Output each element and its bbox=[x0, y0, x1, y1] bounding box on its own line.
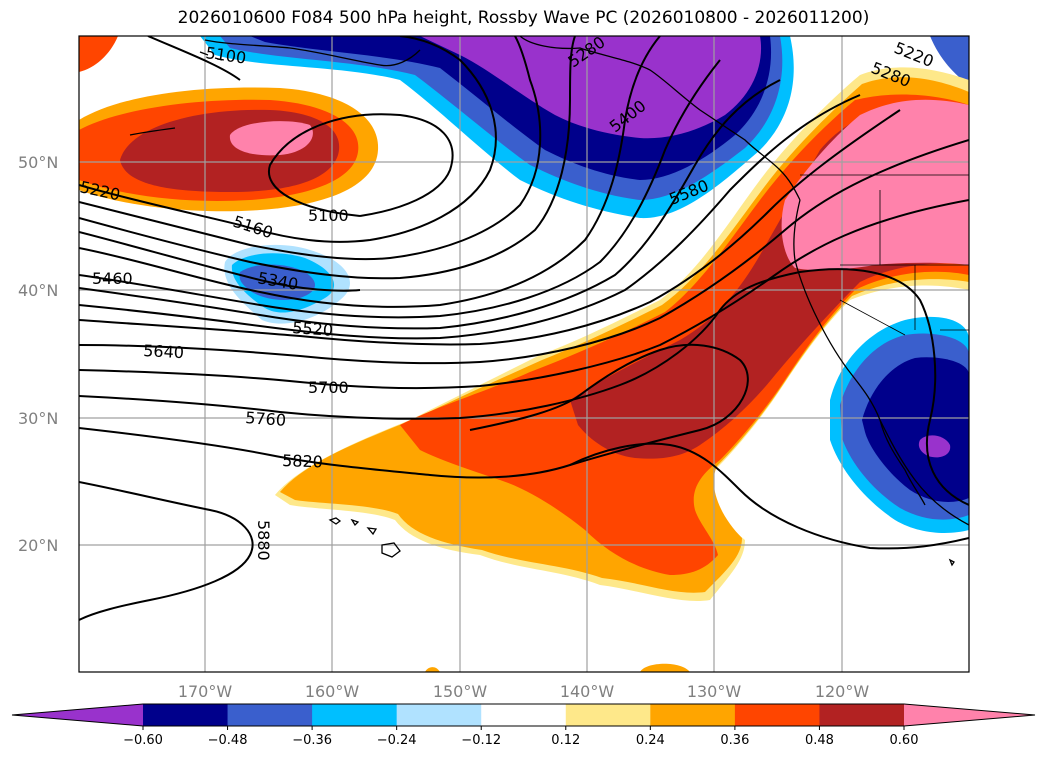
colorbar: −0.60 −0.48 −0.36 −0.24 −0.12 0.12 0.24 0.36 0.4… bbox=[11, 703, 1036, 748]
contour-label: 5880 bbox=[254, 520, 273, 561]
colorbar-segment bbox=[143, 704, 229, 726]
contour-label: 5520 bbox=[292, 318, 334, 340]
lon-label: 120°W bbox=[815, 682, 870, 701]
contour-5700 bbox=[79, 199, 969, 390]
colorbar-tick-label: −0.60 bbox=[123, 733, 163, 748]
colorbar-segment bbox=[650, 704, 736, 726]
contour-5880 bbox=[569, 442, 969, 550]
contour-5340 bbox=[79, 231, 361, 292]
colorbar-tick-label: 0.36 bbox=[720, 733, 749, 748]
colorbar-segment bbox=[227, 704, 313, 726]
colorbar-tick-label: −0.24 bbox=[377, 733, 417, 748]
contour-5280 bbox=[79, 36, 576, 280]
contour-5520 bbox=[79, 94, 861, 340]
contour-5220 bbox=[79, 36, 542, 261]
lon-label: 150°W bbox=[433, 682, 488, 701]
colorbar-extend-high bbox=[904, 704, 1035, 726]
latitude-labels: 50°N 40°N 30°N 20°N bbox=[18, 153, 58, 555]
map-frame bbox=[78, 35, 970, 673]
contour-5460 bbox=[79, 59, 721, 319]
colorbar-tick-label: −0.48 bbox=[208, 733, 248, 748]
colorbar-segment bbox=[734, 704, 820, 726]
colorbar-extend-low bbox=[12, 704, 143, 726]
map-title: 2026010600 F084 500 hPa height, Rossby W… bbox=[177, 8, 870, 28]
colorbar-segment bbox=[396, 704, 482, 726]
contour-label: 5760 bbox=[245, 408, 287, 430]
colorbar-segment bbox=[819, 704, 905, 726]
colorbar-tick-label: 0.48 bbox=[805, 733, 834, 748]
colorbar-tick-label: −0.12 bbox=[461, 733, 501, 748]
contour-label: 5460 bbox=[92, 269, 133, 288]
colorbar-tick-label: −0.36 bbox=[292, 733, 332, 748]
lat-label: 40°N bbox=[18, 281, 58, 300]
contour-5100-outer bbox=[147, 36, 454, 217]
contour-label: 5820 bbox=[282, 451, 323, 471]
colorbar-segment bbox=[565, 704, 651, 726]
longitude-labels: 170°W 160°W 150°W 140°W 130°W 120°W bbox=[178, 682, 870, 701]
colorbar-segment bbox=[481, 704, 567, 726]
contour-5820 bbox=[79, 343, 749, 479]
lon-label: 130°W bbox=[687, 682, 742, 701]
height-contours bbox=[79, 36, 969, 621]
lat-label: 30°N bbox=[18, 409, 58, 428]
colorbar-segment bbox=[312, 704, 398, 726]
lat-label: 50°N bbox=[18, 153, 58, 172]
colorbar-tick-label: 0.24 bbox=[636, 733, 665, 748]
lon-label: 160°W bbox=[305, 682, 360, 701]
lat-label: 20°N bbox=[18, 536, 58, 555]
colorbar-tick-label: 0.12 bbox=[551, 733, 580, 748]
contour-label: 5640 bbox=[143, 341, 185, 362]
contour-label: 5100 bbox=[308, 206, 349, 225]
colorbar-tick-label: 0.60 bbox=[890, 733, 919, 748]
contour-5760 bbox=[79, 268, 969, 506]
contour-5400 bbox=[79, 36, 661, 308]
lon-label: 170°W bbox=[178, 682, 233, 701]
contour-label: 5700 bbox=[308, 378, 349, 397]
contour-5640 bbox=[79, 139, 969, 365]
contour-5160 bbox=[79, 36, 497, 243]
lon-label: 140°W bbox=[560, 682, 615, 701]
coastlines bbox=[129, 36, 969, 567]
